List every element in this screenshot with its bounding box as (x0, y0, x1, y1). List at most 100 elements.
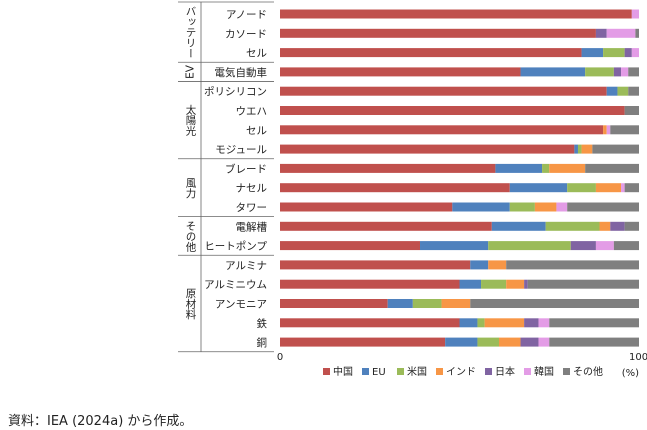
row-label-2: セル (246, 48, 267, 60)
bar-segment-9-6 (624, 183, 639, 193)
bar-segment-9-1 (509, 183, 568, 193)
bar-segment-4-6 (628, 86, 639, 96)
bar-segment-16-4 (524, 318, 539, 328)
x-tick-label-1: 100 (629, 352, 647, 363)
bar-segment-3-5 (621, 67, 629, 77)
bar-segment-10-5 (556, 202, 568, 212)
bar-segment-7-1 (574, 144, 578, 154)
bar-segment-16-1 (459, 318, 478, 328)
bar-segment-6-6 (610, 125, 639, 135)
bar-segment-17-5 (538, 337, 550, 347)
bar-segment-2-5 (631, 48, 639, 58)
bar-segment-8-6 (585, 163, 639, 173)
bar-segment-1-0 (280, 28, 596, 38)
bar-segment-4-0 (280, 86, 607, 96)
group-label-0: バッテリー (185, 6, 197, 59)
bar-segment-2-1 (581, 48, 604, 58)
bar-segment-14-2 (481, 279, 507, 289)
bar-segment-10-6 (567, 202, 639, 212)
bar-segment-7-2 (577, 144, 582, 154)
bar-segment-9-3 (595, 183, 622, 193)
bar-segment-10-2 (509, 202, 535, 212)
bar-segment-10-1 (452, 202, 510, 212)
bar-segment-10-3 (534, 202, 557, 212)
bar-segment-13-3 (488, 260, 507, 270)
bar-segment-8-3 (549, 163, 586, 173)
bar-segment-15-2 (412, 299, 442, 308)
bar-segment-11-3 (599, 221, 611, 231)
bar-segment-11-1 (491, 221, 546, 231)
bar-segment-8-2 (542, 163, 550, 173)
group-label-5: 原材料 (185, 288, 197, 320)
row-label-10: タワー (236, 202, 268, 214)
bar-segment-11-4 (610, 221, 625, 231)
bar-segment-14-0 (280, 279, 460, 289)
bar-segment-11-6 (624, 221, 639, 231)
bar-segment-16-3 (484, 318, 525, 328)
bar-segment-6-0 (280, 125, 604, 135)
bar-segment-15-0 (280, 299, 388, 308)
legend-swatch-3 (436, 368, 443, 375)
bar-segment-2-0 (280, 48, 582, 58)
row-label-15: アンモニア (215, 299, 267, 311)
bar-segment-3-0 (280, 67, 521, 77)
row-label-17: 銅 (257, 336, 268, 349)
row-label-6: セル (246, 125, 267, 137)
bar-segment-4-1 (606, 86, 618, 96)
bar-segment-14-1 (459, 279, 482, 289)
stacked-bar-chart: アノードカソードセル電気自動車ポリシリコンウエハセルモジュールブレードナセルタワ… (178, 1, 647, 379)
legend-label-4: 日本 (495, 365, 515, 378)
bar-segment-15-3 (441, 299, 471, 308)
bar-segment-11-0 (280, 221, 492, 231)
row-label-11: 電解槽 (236, 220, 268, 233)
legend-swatch-2 (397, 368, 404, 375)
row-label-8: ブレード (225, 162, 267, 175)
bar-segment-7-3 (581, 144, 593, 154)
row-label-14: アルミニウム (204, 279, 267, 291)
group-label-2: 太陽光 (185, 104, 197, 137)
bar-segment-2-4 (624, 48, 632, 58)
bar-segment-14-4 (524, 279, 528, 289)
bar-segment-14-3 (506, 279, 525, 289)
bar-segment-1-5 (606, 28, 636, 38)
bar-segment-8-1 (495, 163, 543, 173)
bar-segment-3-1 (520, 67, 586, 77)
bar-segment-17-2 (477, 337, 499, 347)
row-label-7: モジュール (215, 144, 267, 156)
group-label-1: EV (185, 64, 197, 79)
bar-segment-0-5 (631, 9, 639, 19)
bar-segment-2-2 (603, 48, 625, 58)
row-label-3: 電気自動車 (215, 66, 268, 79)
legend-label-2: 米国 (407, 365, 427, 378)
bar-segment-6-3 (603, 125, 607, 135)
bar-segment-17-3 (498, 337, 521, 347)
bar-segment-12-5 (595, 241, 614, 251)
bar-segment-10-0 (280, 202, 453, 212)
row-label-5: ウエハ (236, 106, 268, 118)
row-label-0: アノード (226, 9, 267, 21)
bar-segment-1-6 (635, 28, 639, 38)
group-label-4: その他 (185, 220, 197, 252)
legend-swatch-5 (524, 368, 531, 375)
legend-label-3: インド (446, 367, 476, 378)
bar-segment-16-6 (549, 318, 639, 328)
legend-swatch-4 (485, 368, 492, 375)
bar-segment-16-2 (477, 318, 485, 328)
bar-segment-9-0 (280, 183, 510, 193)
bar-segment-5-6 (624, 106, 639, 115)
row-label-13: アルミナ (225, 260, 267, 272)
legend-swatch-6 (563, 368, 570, 375)
bar-segment-9-2 (567, 183, 596, 193)
bar-segment-3-4 (613, 67, 622, 77)
bar-segment-11-2 (545, 221, 600, 231)
bar-segment-12-4 (570, 241, 596, 251)
legend-label-6: その他 (573, 365, 603, 378)
bar-segment-8-0 (280, 163, 496, 173)
bar-segment-7-6 (592, 144, 639, 154)
bar-segment-13-0 (280, 260, 471, 270)
bar-segment-17-1 (445, 337, 478, 347)
row-label-1: カソード (225, 28, 267, 40)
bar-segment-15-6 (470, 299, 639, 308)
bar-segment-12-6 (613, 241, 639, 251)
bar-segment-17-0 (280, 337, 446, 347)
